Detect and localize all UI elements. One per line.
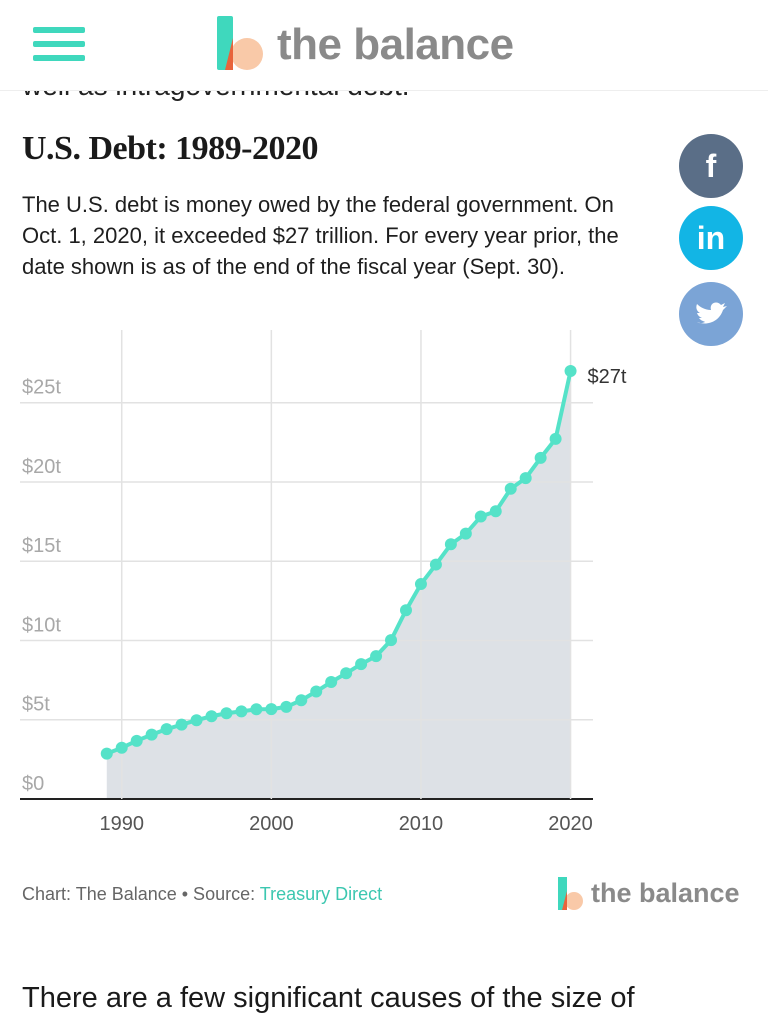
point <box>459 527 472 540</box>
point <box>429 558 442 571</box>
y-tick-label: $0 <box>22 773 44 795</box>
y-tick-label: $10t <box>22 614 61 636</box>
point <box>504 482 517 495</box>
point <box>280 700 293 713</box>
heading: U.S. Debt: 1989-2020 <box>22 130 318 167</box>
point <box>190 714 203 727</box>
point <box>235 705 248 718</box>
y-tick-label: $25t <box>22 377 61 399</box>
menu-bar[interactable] <box>33 55 85 61</box>
point <box>489 505 502 518</box>
point <box>115 741 128 754</box>
point <box>534 451 547 464</box>
point <box>340 667 353 680</box>
twitter-button[interactable] <box>679 282 743 346</box>
menu-bar[interactable] <box>33 27 85 33</box>
data-label: $27t <box>588 366 627 388</box>
point <box>265 703 278 716</box>
point <box>399 604 412 617</box>
point <box>205 710 218 723</box>
credit: Chart: The Balance • Source: Treasury Di… <box>22 884 382 905</box>
point <box>160 723 173 736</box>
point <box>295 694 308 707</box>
point <box>549 432 562 445</box>
x-tick-label: 1990 <box>99 813 144 835</box>
point <box>250 703 263 716</box>
twitter-icon <box>696 302 727 324</box>
point <box>474 510 487 523</box>
source-link[interactable]: Treasury Direct <box>259 884 383 904</box>
credit-text: Chart: The Balance • Source: <box>22 884 256 904</box>
footer-brand: the balance <box>591 878 740 908</box>
point <box>220 707 233 720</box>
x-tick-label: 2020 <box>548 813 593 835</box>
logo-icon-small <box>558 877 583 910</box>
x-tick-label: 2010 <box>399 813 444 835</box>
point <box>100 747 113 760</box>
point <box>370 650 383 663</box>
point <box>310 685 323 698</box>
point <box>519 472 532 485</box>
point <box>444 538 457 551</box>
x-tick-label: 2000 <box>249 813 294 835</box>
header: the balance <box>0 0 768 91</box>
brand[interactable]: the balance <box>277 20 514 69</box>
linkedin-button[interactable]: in <box>679 206 743 270</box>
facebook-button[interactable]: f <box>679 134 743 198</box>
menu-bar[interactable] <box>33 41 85 47</box>
point <box>325 676 338 689</box>
point <box>355 658 368 671</box>
point <box>145 728 158 741</box>
chart: $0 $5t $10t $15t $20t $25t 1990 2000 2010 2020 $27… <box>20 330 627 835</box>
point <box>564 365 577 378</box>
point <box>130 734 143 747</box>
y-tick-label: $5t <box>22 694 50 716</box>
y-tick-label: $20t <box>22 456 61 478</box>
logo-icon <box>217 16 263 70</box>
next-text: There are a few significant causes of th… <box>22 982 635 1014</box>
intro: The U.S. debt is money owed by the feder… <box>22 192 619 279</box>
point <box>385 634 398 647</box>
area <box>106 371 571 799</box>
y-tick-label: $15t <box>22 535 61 557</box>
point <box>175 718 188 731</box>
point <box>414 578 427 591</box>
